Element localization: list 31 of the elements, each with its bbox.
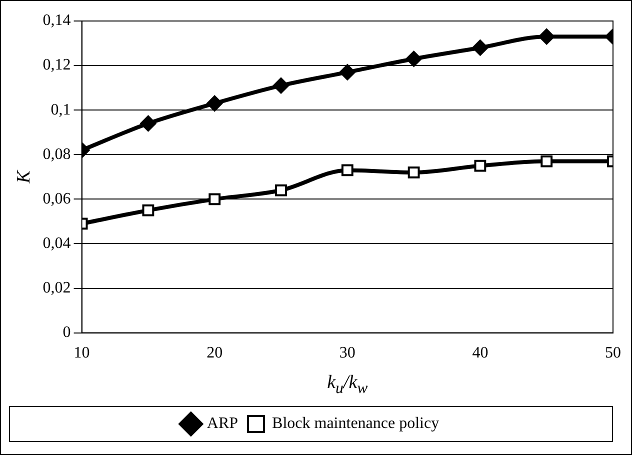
point	[538, 28, 555, 45]
point	[341, 164, 354, 176]
x-axis-title: k$_{u}$/k$_{w}$	[327, 372, 368, 398]
point	[540, 155, 553, 168]
y-tick-label: 0,14	[42, 12, 71, 30]
point	[142, 204, 154, 216]
y-tick-label: 0,04	[42, 234, 71, 252]
x-tick-label: 20	[206, 344, 223, 362]
point	[140, 115, 156, 132]
point	[474, 160, 486, 172]
y-tick-label: 0,06	[42, 190, 71, 208]
y-tick-label: 0,1	[50, 101, 71, 118]
x-tick-label: 30	[339, 344, 356, 362]
point	[273, 78, 289, 94]
y-tick-label: 0,12	[42, 56, 71, 74]
point	[208, 193, 221, 206]
point	[206, 95, 223, 112]
x-tick-label: 10	[74, 344, 90, 362]
point	[339, 64, 356, 80]
point	[406, 50, 422, 67]
y-tick-label: 0,08	[42, 146, 71, 163]
x-tick-label: 50	[605, 344, 621, 362]
point	[472, 40, 488, 56]
point	[275, 184, 287, 196]
y-tick-label: 0,02	[42, 279, 71, 296]
y-tick-label: 0	[62, 324, 71, 342]
point	[408, 166, 420, 178]
x-tick-label: 40	[472, 344, 488, 362]
y-axis-title: K	[13, 169, 34, 184]
legend-label: ARP	[206, 415, 238, 432]
legend-label: Block maintenance policy	[272, 415, 440, 432]
